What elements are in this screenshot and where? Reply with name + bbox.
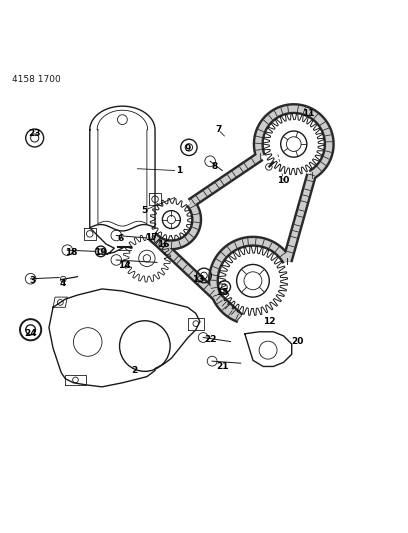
Text: 15: 15 — [216, 288, 228, 297]
Text: 6: 6 — [117, 235, 124, 243]
Text: 21: 21 — [216, 362, 228, 371]
Text: 5: 5 — [142, 206, 148, 215]
Text: 12: 12 — [263, 317, 275, 326]
Text: 24: 24 — [24, 329, 37, 338]
Circle shape — [167, 215, 175, 224]
Text: 3: 3 — [29, 276, 36, 285]
Text: 2: 2 — [131, 366, 138, 375]
Circle shape — [237, 264, 269, 297]
Text: 17: 17 — [145, 233, 157, 243]
Text: 22: 22 — [204, 335, 216, 344]
Circle shape — [143, 255, 151, 262]
Text: 11: 11 — [302, 109, 314, 118]
Text: 19: 19 — [94, 248, 106, 257]
Text: 16: 16 — [157, 239, 169, 248]
Text: 4158 1700: 4158 1700 — [12, 75, 61, 84]
Text: 4: 4 — [60, 279, 67, 288]
Text: 8: 8 — [211, 162, 217, 171]
Text: 18: 18 — [65, 248, 78, 257]
Circle shape — [281, 131, 307, 157]
Circle shape — [139, 250, 155, 266]
Text: 14: 14 — [118, 261, 131, 270]
Circle shape — [162, 211, 180, 229]
Text: 13: 13 — [192, 275, 204, 284]
Text: 20: 20 — [292, 337, 304, 346]
Polygon shape — [245, 332, 292, 367]
Circle shape — [244, 272, 262, 290]
Circle shape — [286, 137, 301, 151]
Text: 10: 10 — [277, 176, 290, 185]
Text: 9: 9 — [184, 144, 191, 152]
Polygon shape — [49, 289, 200, 387]
Text: 23: 23 — [29, 130, 41, 139]
Text: 7: 7 — [215, 125, 222, 134]
Text: 1: 1 — [176, 166, 183, 175]
Polygon shape — [90, 106, 155, 231]
